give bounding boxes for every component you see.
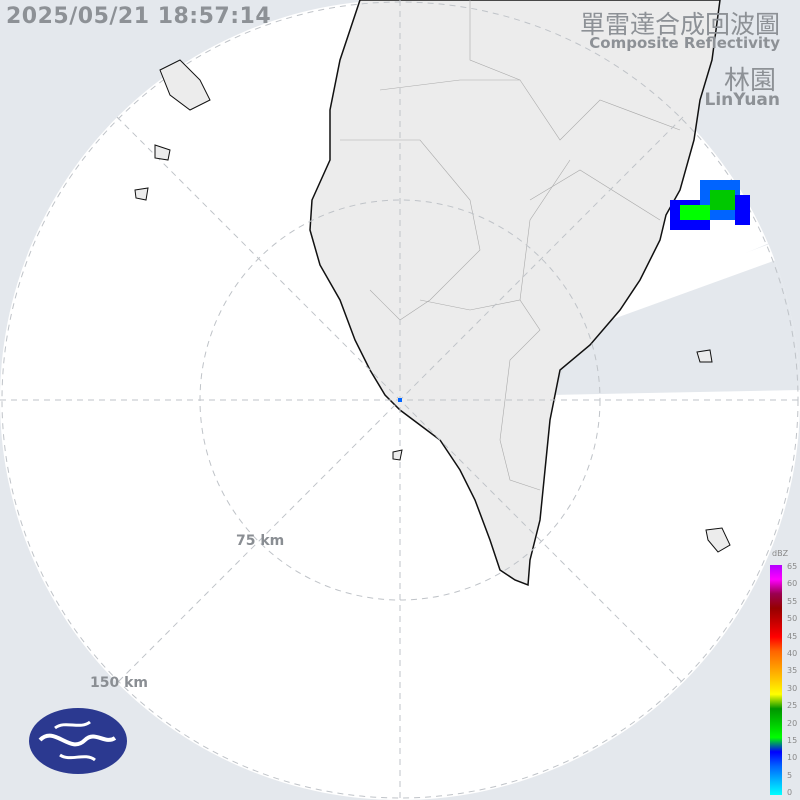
site-name-en: LinYuan bbox=[704, 90, 780, 110]
legend-tick: 30 bbox=[787, 683, 798, 693]
range-ring-label-75: 75 km bbox=[236, 533, 285, 549]
legend-tick: 55 bbox=[787, 596, 798, 606]
legend-tick: 50 bbox=[787, 614, 798, 624]
radar-echoes bbox=[398, 180, 750, 402]
legend-tick: 10 bbox=[787, 753, 798, 763]
islands bbox=[134, 59, 731, 553]
county-boundaries bbox=[340, 0, 681, 491]
taiwan-land bbox=[309, 0, 721, 587]
cwa-logo bbox=[29, 708, 127, 774]
legend-tick: 0 bbox=[787, 788, 793, 798]
product-title-zh: 單雷達合成回波圖 bbox=[579, 10, 780, 39]
timestamp: 2025/05/21 18:57:14 bbox=[6, 4, 272, 29]
legend-tick: 5 bbox=[787, 770, 793, 780]
site-name-zh: 林園 bbox=[723, 66, 776, 96]
legend-tick: 40 bbox=[787, 649, 798, 658]
legend-tick: 15 bbox=[787, 736, 798, 745]
legend-tick: 35 bbox=[787, 666, 798, 676]
legend-tick: 25 bbox=[787, 701, 798, 711]
legend-tick: 65 bbox=[787, 562, 798, 571]
range-ring-label-150: 150 km bbox=[90, 675, 148, 691]
color-legend bbox=[770, 565, 782, 795]
legend-unit: dBZ bbox=[772, 549, 789, 558]
legend-tick: 45 bbox=[787, 631, 798, 641]
legend-tick: 20 bbox=[787, 718, 798, 728]
legend-tick: 60 bbox=[787, 579, 798, 589]
product-title-en: Composite Reflectivity bbox=[589, 34, 780, 52]
